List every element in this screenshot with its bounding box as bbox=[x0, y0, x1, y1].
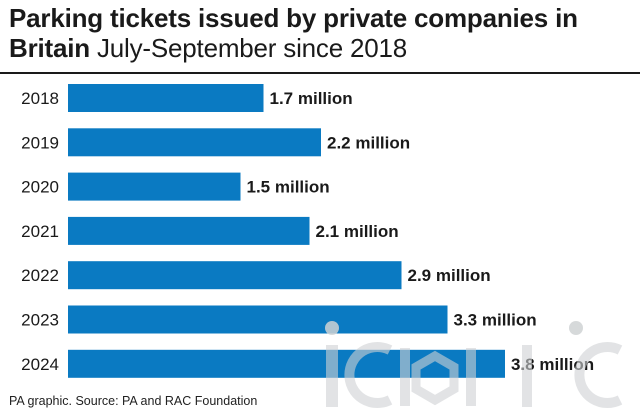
bar-2023 bbox=[68, 305, 448, 334]
value-label: 3.8 million bbox=[511, 355, 594, 374]
category-label: 2018 bbox=[21, 89, 59, 108]
bar-2022 bbox=[68, 261, 402, 290]
value-label: 1.7 million bbox=[270, 89, 353, 108]
chart-title: Parking tickets issued by private compan… bbox=[9, 3, 629, 63]
title-divider bbox=[0, 72, 640, 74]
value-label: 1.5 million bbox=[247, 178, 330, 197]
category-label: 2024 bbox=[21, 355, 59, 374]
category-label: 2021 bbox=[21, 222, 59, 241]
bar-2018 bbox=[68, 84, 264, 112]
category-label: 2022 bbox=[21, 266, 59, 285]
value-label: 2.9 million bbox=[408, 266, 491, 285]
value-label: 3.3 million bbox=[454, 311, 537, 330]
value-label: 2.1 million bbox=[316, 222, 399, 241]
category-label: 2023 bbox=[21, 311, 59, 330]
bar-2020 bbox=[68, 172, 241, 201]
source-note: PA graphic. Source: PA and RAC Foundatio… bbox=[9, 394, 258, 408]
chart-title-light: July-September since 2018 bbox=[96, 33, 408, 63]
bar-2019 bbox=[68, 128, 321, 157]
category-label: 2019 bbox=[21, 133, 59, 152]
bar-2021 bbox=[68, 216, 310, 245]
category-label: 2020 bbox=[21, 178, 59, 197]
value-label: 2.2 million bbox=[327, 133, 410, 152]
chart-title-bold: Parking tickets issued by private compan… bbox=[9, 3, 578, 63]
bar-2024 bbox=[68, 349, 505, 378]
bar-chart: 2018 1.7 million 2019 2.2 million 2020 1.5 mi… bbox=[21, 84, 594, 378]
